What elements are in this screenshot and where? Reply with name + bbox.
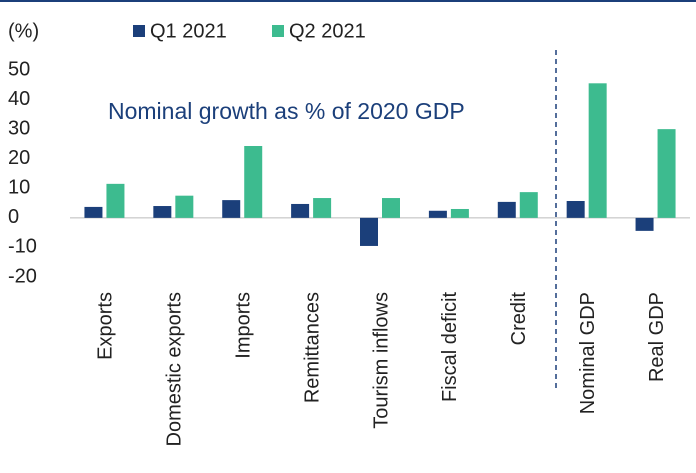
x-tick-label: Fiscal deficit xyxy=(439,292,461,402)
bar xyxy=(588,83,607,218)
bar xyxy=(428,210,447,218)
bar xyxy=(657,129,676,218)
y-tick-label: -20 xyxy=(8,265,37,287)
bar xyxy=(519,192,538,218)
bar xyxy=(497,201,516,218)
bar xyxy=(450,208,469,218)
bar xyxy=(153,206,172,218)
x-tick-label: Real GDP xyxy=(646,292,668,382)
bar xyxy=(382,198,400,218)
y-tick-label: 0 xyxy=(8,206,19,228)
x-tick-label: Tourism inflows xyxy=(370,292,392,429)
bar xyxy=(175,195,194,218)
y-axis-label: (%) xyxy=(8,20,39,42)
bar xyxy=(222,200,241,218)
bar xyxy=(313,198,332,218)
bar xyxy=(635,217,654,231)
bar xyxy=(244,145,263,218)
x-tick-label: Credit xyxy=(508,292,530,346)
bar xyxy=(291,203,310,218)
bar xyxy=(106,183,125,218)
y-tick-label: 30 xyxy=(8,117,30,139)
annotation: Nominal growth as % of 2020 GDP xyxy=(108,98,465,124)
legend-label: Q2 2021 xyxy=(289,20,366,42)
x-tick-label: Exports xyxy=(95,292,117,360)
x-tick-label: Domestic exports xyxy=(164,292,186,447)
y-tick-label: -10 xyxy=(8,236,37,258)
y-tick-label: 40 xyxy=(8,88,30,110)
bar xyxy=(360,217,378,246)
legend-swatch xyxy=(133,25,145,37)
x-tick-label: Nominal GDP xyxy=(577,292,599,414)
legend-swatch xyxy=(272,25,284,37)
bar xyxy=(566,201,585,218)
y-tick-label: 20 xyxy=(8,147,30,169)
y-tick-label: 10 xyxy=(8,177,30,199)
legend-label: Q1 2021 xyxy=(150,20,227,42)
bar xyxy=(84,206,103,218)
x-tick-label: Remittances xyxy=(301,292,323,403)
x-tick-label: Imports xyxy=(233,292,255,359)
y-tick-label: 50 xyxy=(8,58,30,80)
